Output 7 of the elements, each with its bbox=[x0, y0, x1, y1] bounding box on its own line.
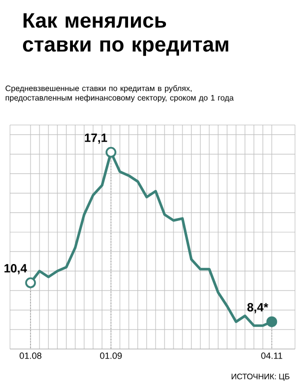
x-tick-label: 01.08 bbox=[20, 352, 42, 359]
data-label: 10,4 bbox=[4, 264, 27, 274]
x-tick-label: 01.09 bbox=[100, 352, 122, 359]
data-label: 8,4* bbox=[247, 303, 268, 314]
x-tick-label: 04.11 bbox=[261, 352, 282, 359]
chart-title: Как менялись ставки по кредитам bbox=[23, 13, 228, 56]
data-label: 17,1 bbox=[84, 134, 108, 144]
